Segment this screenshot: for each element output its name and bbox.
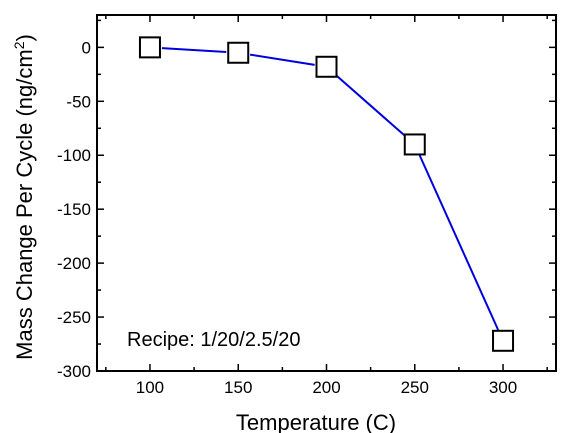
y-tick-label: -50 [66,92,91,111]
data-point-marker [227,41,250,64]
x-tick-label: 100 [136,378,164,397]
x-tick-label: 150 [224,378,252,397]
y-tick-label: -100 [57,146,91,165]
data-point-marker [315,55,338,78]
y-tick-label: 0 [82,38,91,57]
y-axis-title-main: Mass Change Per Cycle (ng/cm [12,49,37,360]
y-tick-label: -150 [57,200,91,219]
series-line-segment [249,53,315,66]
y-tick-label: -250 [57,308,91,327]
x-tick-label: 250 [401,378,429,397]
y-tick-label: -300 [57,362,91,381]
y-axis-title: Mass Change Per Cycle (ng/cm2) [11,34,37,360]
recipe-annotation: Recipe: 1/20/2.5/20 [127,329,300,351]
x-tick-label: 200 [312,378,340,397]
data-point-marker [403,133,426,156]
y-axis-title-close: ) [12,34,37,41]
y-tick-label: -200 [57,254,91,273]
x-tick-label: 300 [489,378,517,397]
series-line-segment [161,47,227,54]
series-line-segment [418,154,500,331]
data-point-marker [492,329,515,352]
y-axis-title-superscript: 2 [11,41,27,49]
data-point-marker [138,36,161,59]
series-line-segment [334,73,407,138]
x-axis-title: Temperature (C) [236,410,396,433]
